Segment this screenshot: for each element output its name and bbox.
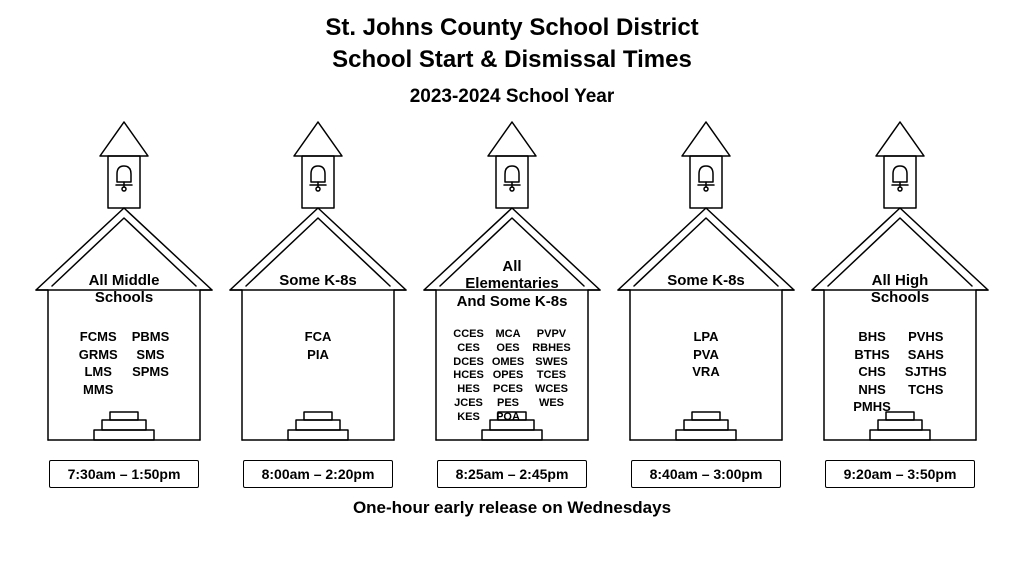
school-codes: FCMSGRMSLMSMMS PBMSSMSSPMS	[48, 328, 200, 398]
category-line: Schools	[824, 289, 976, 306]
schoolhouse-row: All MiddleSchoolsFCMSGRMSLMSMMSPBMSSMSSP…	[34, 116, 990, 488]
school-code: PVHS	[908, 328, 943, 346]
school-code: VRA	[692, 363, 719, 381]
school-code: BTHS	[854, 346, 889, 364]
schoolhouse: All HighSchools BHSBTHSCHSNHSPMHS PVHSSAHS…	[810, 116, 990, 456]
school-code: SPMS	[132, 363, 169, 381]
time-box: 8:00am – 2:20pm	[243, 460, 393, 488]
time-box: 7:30am – 1:50pm	[49, 460, 199, 488]
time-box: 8:25am – 2:45pm	[437, 460, 587, 488]
school-codes: CCESCESDCESHCESHESJCESKESMCAOESOMESOPESP…	[436, 328, 588, 424]
school-code: PBMS	[132, 328, 170, 346]
category-line: Elementaries	[436, 275, 588, 292]
school-codes: LPAPVAVRA	[630, 328, 782, 381]
school-code: TCES	[537, 369, 566, 383]
school-code: GRMS	[79, 346, 118, 364]
category-line: All Middle	[48, 272, 200, 289]
school-column: Some K-8s LPAPVAVRA 8:40am – 3:00pm	[616, 116, 796, 488]
category-label: AllElementariesAnd Some K-8s	[436, 258, 588, 310]
school-code: PMHS	[853, 398, 891, 416]
school-column: AllElementariesAnd Some K-8sCCESCESDCESH…	[422, 116, 602, 488]
school-code: OES	[496, 342, 519, 356]
school-code: HES	[457, 383, 480, 397]
school-code: PVPV	[537, 328, 566, 342]
schoolhouse: AllElementariesAnd Some K-8sCCESCESDCESH…	[422, 116, 602, 456]
school-code: POA	[496, 411, 520, 425]
school-code: OPES	[493, 369, 524, 383]
schoolhouse: All MiddleSchools FCMSGRMSLMSMMS PBMSSMSSP…	[34, 116, 214, 456]
school-code: SAHS	[908, 346, 944, 364]
school-code: LPA	[693, 328, 718, 346]
school-code: PVA	[693, 346, 719, 364]
category-line: And Some K-8s	[436, 293, 588, 310]
school-code: CES	[457, 342, 480, 356]
school-column: Some K-8s FCAPIA 8:00am – 2:20pm	[228, 116, 408, 488]
schoolhouse: Some K-8s FCAPIA	[228, 116, 408, 456]
school-codes: FCAPIA	[242, 328, 394, 363]
school-code: TCHS	[908, 381, 943, 399]
footer-note: One-hour early release on Wednesdays	[353, 498, 671, 518]
time-box: 8:40am – 3:00pm	[631, 460, 781, 488]
category-label: Some K-8s	[630, 272, 782, 289]
school-column: All HighSchools BHSBTHSCHSNHSPMHS PVHSSAHS…	[810, 116, 990, 488]
category-line: All High	[824, 272, 976, 289]
school-code: JCES	[454, 397, 483, 411]
category-label: All HighSchools	[824, 272, 976, 307]
school-code: CCES	[453, 328, 484, 342]
title-line-1: St. Johns County School District	[325, 14, 698, 42]
school-code: HCES	[453, 369, 484, 383]
school-code: OMES	[492, 356, 524, 370]
school-code: MMS	[83, 381, 113, 399]
category-line: Schools	[48, 289, 200, 306]
school-code: KES	[457, 411, 480, 425]
category-line: Some K-8s	[630, 272, 782, 289]
school-code: FCMS	[80, 328, 117, 346]
school-code: BHS	[858, 328, 885, 346]
school-code: WES	[539, 397, 564, 411]
school-code: CHS	[858, 363, 885, 381]
category-label: All MiddleSchools	[48, 272, 200, 307]
title-line-2: School Start & Dismissal Times	[332, 46, 692, 74]
subtitle: 2023-2024 School Year	[410, 86, 615, 108]
school-code: PCES	[493, 383, 523, 397]
school-column: All MiddleSchools FCMSGRMSLMSMMS PBMSSMSSP…	[34, 116, 214, 488]
school-code: SJTHS	[905, 363, 947, 381]
school-code: NHS	[858, 381, 885, 399]
school-code: RBHES	[532, 342, 571, 356]
category-line: All	[436, 258, 588, 275]
school-code: PES	[497, 397, 519, 411]
schoolhouse: Some K-8s LPAPVAVRA	[616, 116, 796, 456]
school-code: FCA	[305, 328, 332, 346]
school-code: MCA	[495, 328, 520, 342]
school-code: SMS	[136, 346, 164, 364]
school-code: LMS	[84, 363, 111, 381]
school-code: PIA	[307, 346, 329, 364]
school-codes: BHSBTHSCHSNHSPMHS PVHSSAHSSJTHSTCHS	[824, 328, 976, 416]
category-line: Some K-8s	[242, 272, 394, 289]
time-box: 9:20am – 3:50pm	[825, 460, 975, 488]
category-label: Some K-8s	[242, 272, 394, 289]
school-code: SWES	[535, 356, 567, 370]
school-code: WCES	[535, 383, 568, 397]
school-code: DCES	[453, 356, 484, 370]
